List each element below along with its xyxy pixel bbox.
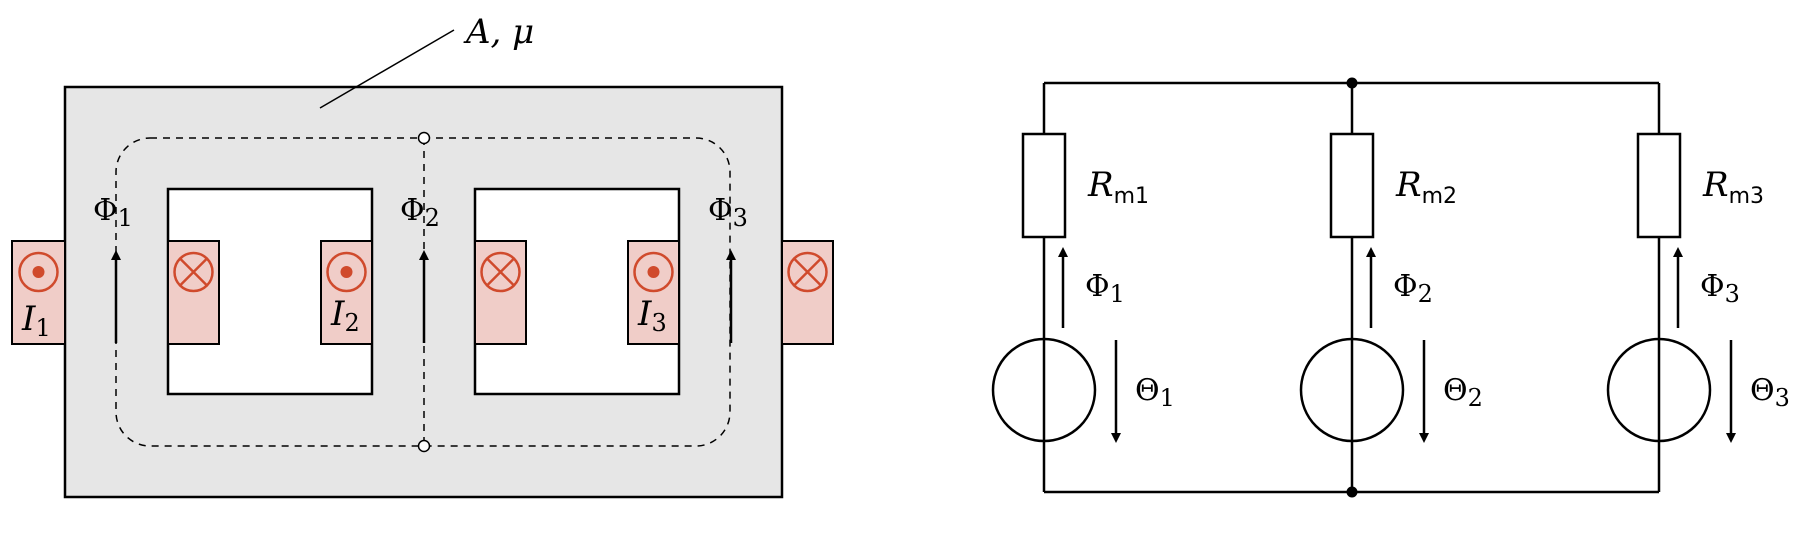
current-label-3: I3: [637, 294, 667, 337]
resistor-label-2: Rm2: [1395, 165, 1457, 209]
core-flux-label-2: Φ2: [400, 193, 440, 232]
circuit-flux-label-2: Φ2: [1393, 269, 1433, 308]
mmf-source-1: [991, 337, 1097, 443]
resistor-label-1: Rm1: [1087, 165, 1149, 209]
branch-1: [991, 83, 1097, 492]
coil-1-return: [167, 240, 220, 345]
coils: [11, 240, 834, 345]
flux-node-top: [417, 131, 431, 145]
mmf-label-3: Θ3: [1750, 373, 1790, 412]
reluctance-resistor-1: [1021, 132, 1067, 239]
junction-top: [1346, 77, 1358, 89]
equivalent-circuit-diagram: [991, 77, 1736, 498]
reluctance-resistor-3: [1636, 132, 1682, 239]
core-flux-label-3: Φ3: [708, 193, 748, 232]
core-flux-arrows: [111, 250, 736, 343]
coil-3-return: [781, 240, 834, 345]
mmf-source-3: [1606, 337, 1712, 443]
junction-bottom: [1346, 486, 1358, 498]
current-out-of-page-icon: [326, 251, 367, 293]
core-flux-label-1: Φ1: [93, 193, 133, 232]
current-into-page-icon: [173, 251, 214, 293]
coil-1-outside: [11, 240, 66, 345]
reluctance-resistor-2: [1329, 132, 1375, 239]
current-out-of-page-icon: [633, 251, 674, 293]
mmf-source-2: [1299, 337, 1405, 443]
iron-core-diagram: A, μ: [11, 12, 834, 499]
mmf-label-2: Θ2: [1443, 373, 1483, 412]
resistor-label-3: Rm3: [1702, 165, 1764, 209]
branch-2: [1299, 83, 1405, 492]
current-into-page-icon: [480, 251, 521, 293]
circuit-flux-label-3: Φ3: [1700, 269, 1740, 308]
current-label-1: I1: [21, 299, 51, 342]
current-label-2: I2: [330, 294, 360, 337]
coil-2-return: [474, 240, 527, 345]
circuit-flux-label-1: Φ1: [1085, 269, 1125, 308]
current-into-page-icon: [787, 251, 828, 293]
circuit-labels: Rm1 Rm2 Rm3 Φ1 Φ2 Φ3 Θ1 Θ2 Θ3: [1085, 165, 1790, 412]
core-label: A, μ: [463, 12, 534, 52]
coil-2-outside: [320, 240, 373, 345]
core-label-leader: [319, 29, 455, 109]
coil-3-outside: [627, 240, 680, 345]
flux-node-bottom: [417, 439, 431, 453]
branch-3: [1606, 83, 1712, 492]
mmf-label-1: Θ1: [1135, 373, 1175, 412]
current-out-of-page-icon: [18, 251, 59, 293]
